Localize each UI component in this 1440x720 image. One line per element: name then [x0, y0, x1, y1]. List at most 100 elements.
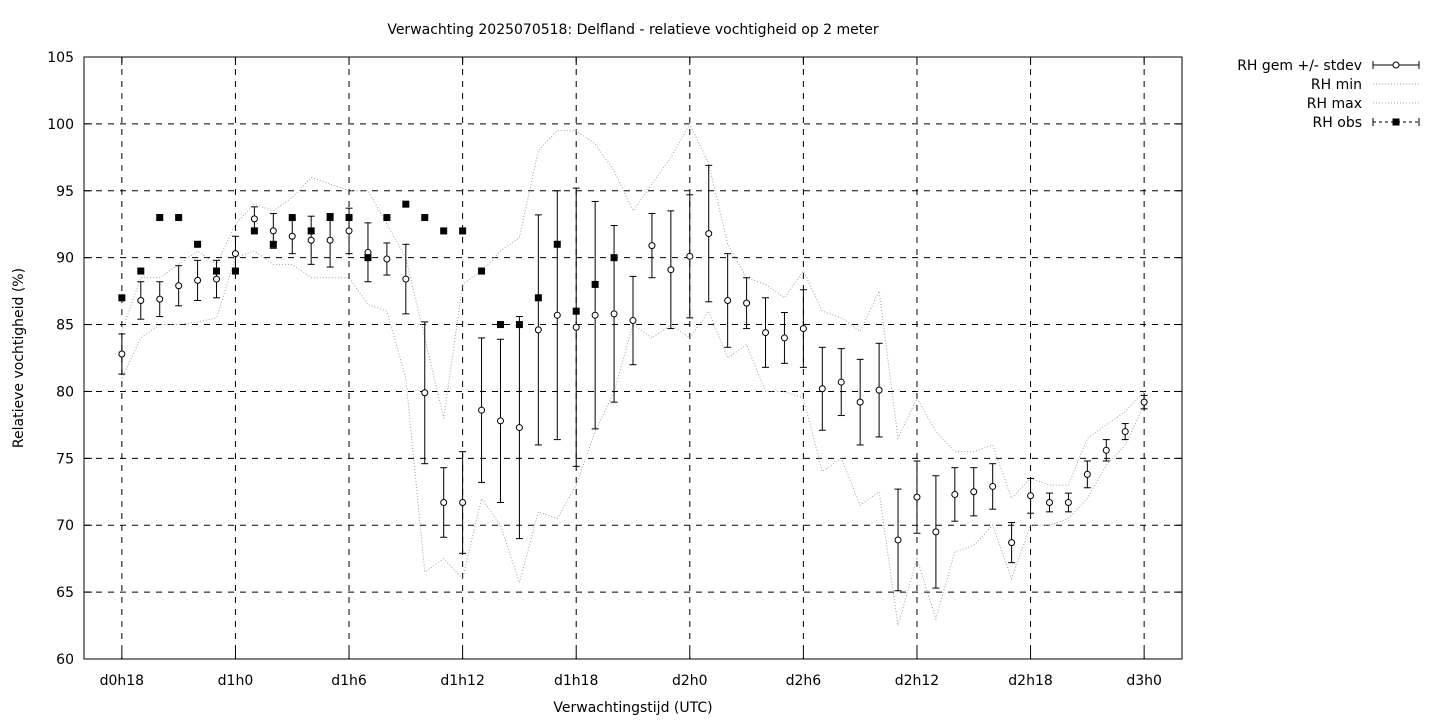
mean-point [686, 252, 694, 260]
mean-point [951, 490, 959, 498]
mean-point [534, 326, 542, 334]
y-tick-label: 60 [56, 652, 74, 668]
x-tick-label: d2h12 [895, 673, 939, 689]
obs-point [572, 307, 580, 315]
mean-point [231, 250, 239, 258]
obs-point [591, 280, 599, 288]
mean-point [989, 482, 997, 490]
mean-point [459, 498, 467, 506]
obs-point [175, 214, 183, 222]
mean-point [553, 311, 561, 319]
y-tick-label: 65 [56, 585, 74, 601]
mean-point [1121, 428, 1129, 436]
mean-point [913, 493, 921, 501]
mean-point [175, 282, 183, 290]
y-tick-label: 80 [56, 384, 74, 400]
mean-point [1064, 498, 1072, 506]
mean-point [288, 232, 296, 240]
obs-point [459, 227, 467, 235]
obs-point [383, 214, 391, 222]
mean-point [705, 230, 713, 238]
mean-point [440, 498, 448, 506]
x-tick-label: d1h6 [331, 673, 367, 689]
mean-point [118, 350, 126, 358]
mean-point [478, 406, 486, 414]
mean-point [875, 386, 883, 394]
mean-point [1083, 470, 1091, 478]
x-axis-label: Verwachtingstijd (UTC) [553, 700, 712, 716]
mean-point [1140, 398, 1148, 406]
mean-point [837, 378, 845, 386]
mean-point [515, 424, 523, 432]
x-tick-label: d0h18 [100, 673, 144, 689]
obs-point [610, 254, 618, 262]
mean-point [194, 276, 202, 284]
obs-point [269, 240, 277, 248]
legend: RH gem +/- stdev RH min RH max RH obs [1237, 58, 1420, 131]
mean-point [629, 317, 637, 325]
mean-point [762, 329, 770, 337]
rh-max-line [121, 122, 1145, 500]
legend-label: RH gem +/- stdev [1237, 58, 1362, 74]
legend-label: RH max [1307, 96, 1362, 112]
mean-point [894, 536, 902, 544]
mean-point [269, 227, 277, 235]
x-tick-label: d1h12 [440, 673, 484, 689]
mean-point [591, 311, 599, 319]
series-layer [118, 122, 1148, 626]
mean-point [932, 528, 940, 536]
mean-point [213, 275, 221, 283]
legend-sample-square [1392, 118, 1400, 126]
legend-label: RH obs [1313, 115, 1362, 131]
obs-point [288, 214, 296, 222]
mean-point [137, 296, 145, 304]
mean-point [610, 310, 618, 318]
mean-point [383, 255, 391, 263]
obs-point [250, 227, 258, 235]
y-tick-label: 85 [56, 318, 74, 334]
obs-point [307, 227, 315, 235]
mean-point [799, 325, 807, 333]
x-tick-label: d2h6 [786, 673, 822, 689]
mean-point [724, 296, 732, 304]
mean-point [780, 334, 788, 342]
mean-point [307, 236, 315, 244]
obs-point [478, 267, 486, 275]
obs-point [515, 321, 523, 329]
mean-point [421, 389, 429, 397]
plot-frame [83, 56, 1183, 660]
obs-point [364, 254, 372, 262]
mean-point [1102, 446, 1110, 454]
mean-point [402, 275, 410, 283]
mean-point [1045, 498, 1053, 506]
mean-point [326, 236, 334, 244]
y-tick-label: 95 [56, 184, 74, 200]
y-axis-label: Relatieve vochtigheid (%) [11, 268, 27, 448]
obs-point [326, 214, 334, 222]
x-tick-label: d1h18 [554, 673, 598, 689]
y-tick-label: 105 [47, 50, 74, 66]
y-tick-label: 70 [56, 518, 74, 534]
x-tick-label: d2h0 [672, 673, 708, 689]
mean-point [1027, 492, 1035, 500]
mean-point [496, 417, 504, 425]
obs-point [553, 240, 561, 248]
obs-point [440, 227, 448, 235]
obs-point [137, 267, 145, 275]
y-tick-label: 75 [56, 451, 74, 467]
legend-label: RH min [1311, 77, 1362, 93]
mean-point [667, 266, 675, 274]
obs-point [345, 214, 353, 222]
mean-point [648, 242, 656, 250]
x-tick-label: d1h0 [218, 673, 254, 689]
y-tick-label: 100 [47, 117, 74, 133]
obs-point [534, 294, 542, 302]
y-tick-label: 90 [56, 251, 74, 267]
mean-point [1008, 539, 1016, 547]
obs-point [118, 294, 126, 302]
chart-title: Verwachting 2025070518: Delfland - relat… [387, 22, 879, 38]
mean-point [743, 299, 751, 307]
mean-point [818, 385, 826, 393]
mean-point [572, 323, 580, 331]
